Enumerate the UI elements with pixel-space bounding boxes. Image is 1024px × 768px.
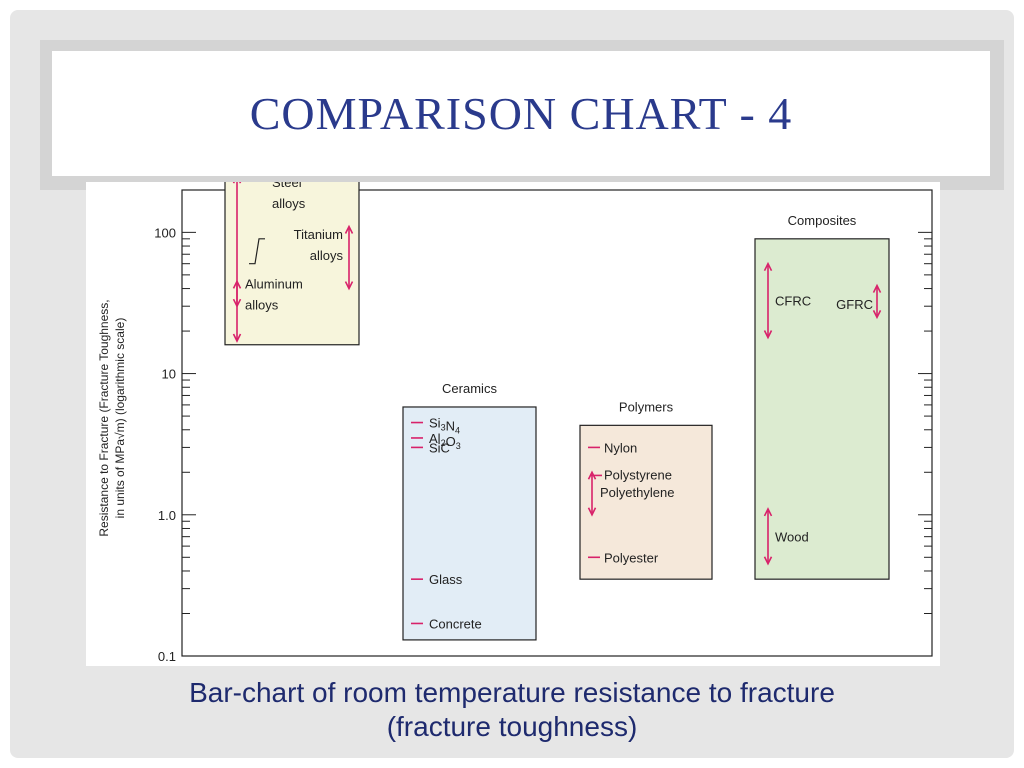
steel-alloys-label: alloys xyxy=(272,196,306,211)
group-title-composites: Composites xyxy=(788,213,857,228)
nylon-label: Nylon xyxy=(604,440,637,455)
y-axis-label-line-1: Resistance to Fracture (Fracture Toughne… xyxy=(97,299,111,536)
y-tick-label: 0.1 xyxy=(158,649,176,664)
slide-caption: Bar-chart of room temperature resistance… xyxy=(40,676,984,744)
gfrc-range-arrow-head-bottom xyxy=(872,310,882,320)
polyethylene-label: Polyethylene xyxy=(600,485,674,500)
y-axis-label-line-2: in units of MPa√m) (logarithmic scale) xyxy=(113,318,127,519)
title-panel: COMPARISON CHART - 4 xyxy=(52,51,990,176)
group-box-composites xyxy=(754,238,890,580)
y-tick-label: 1.0 xyxy=(158,508,176,523)
wood-label: Wood xyxy=(775,530,809,545)
aluminum-alloys-label: alloys xyxy=(245,298,279,313)
y-tick-label: 10 xyxy=(162,367,176,382)
polyester-label: Polyester xyxy=(604,550,659,565)
group-box-metals xyxy=(224,182,360,346)
aluminum-alloys-label: Aluminum xyxy=(245,277,303,292)
caption-line-2: (fracture toughness) xyxy=(386,711,638,742)
polystyrene-label: Polystyrene xyxy=(604,467,672,482)
group-title-ceramics: Ceramics xyxy=(442,381,497,396)
titanium-range-arrow-head-top xyxy=(344,224,354,234)
cfrc-range-arrow-head-bottom xyxy=(763,330,773,340)
wood-range-arrow-head-top xyxy=(763,507,773,517)
steel-leader-line xyxy=(249,238,265,265)
ceramic-4-label: Concrete xyxy=(429,616,482,631)
ceramic-1-label: Al2O3 xyxy=(429,431,461,451)
group-box-polymers xyxy=(579,424,713,580)
gfrc-label: GFRC xyxy=(836,297,873,312)
chart-container: 100 10 1.0 0.1 Resistance to Fracture (Fract… xyxy=(86,182,940,666)
titanium-alloys-label: Titanium xyxy=(294,227,343,242)
y-tick-label: 100 xyxy=(154,225,176,240)
cfrc-range-arrow-head-top xyxy=(763,261,773,272)
slide-title: COMPARISON CHART - 4 xyxy=(249,88,793,139)
gfrc-range-arrow-head-top xyxy=(872,283,882,293)
ceramic-2-label: SiC xyxy=(429,440,450,455)
group-box-ceramics xyxy=(402,406,537,641)
aluminum-range-arrow-head-bottom xyxy=(232,333,242,343)
titanium-range-arrow-head-bottom xyxy=(344,281,354,291)
polyethylene-range-arrow-head-bottom xyxy=(587,507,597,517)
fracture-toughness-chart: 100 10 1.0 0.1 Resistance to Fracture (Fract… xyxy=(97,182,933,664)
cfrc-label: CFRC xyxy=(775,293,811,308)
group-title-polymers: Polymers xyxy=(619,399,674,414)
ceramic-0-label: Si3N4 xyxy=(429,416,460,436)
caption-line-1: Bar-chart of room temperature resistance… xyxy=(189,677,835,708)
aluminum-range-arrow-head-top xyxy=(232,279,242,289)
title-frame: COMPARISON CHART - 4 xyxy=(40,40,1004,190)
wood-range-arrow-head-bottom xyxy=(763,556,773,566)
polyethylene-range-arrow-head-top xyxy=(587,470,597,480)
titanium-alloys-label: alloys xyxy=(310,248,344,263)
ceramic-3-label: Glass xyxy=(429,572,463,587)
steel-alloys-label: Steel xyxy=(272,182,302,190)
plot-frame xyxy=(181,189,933,657)
